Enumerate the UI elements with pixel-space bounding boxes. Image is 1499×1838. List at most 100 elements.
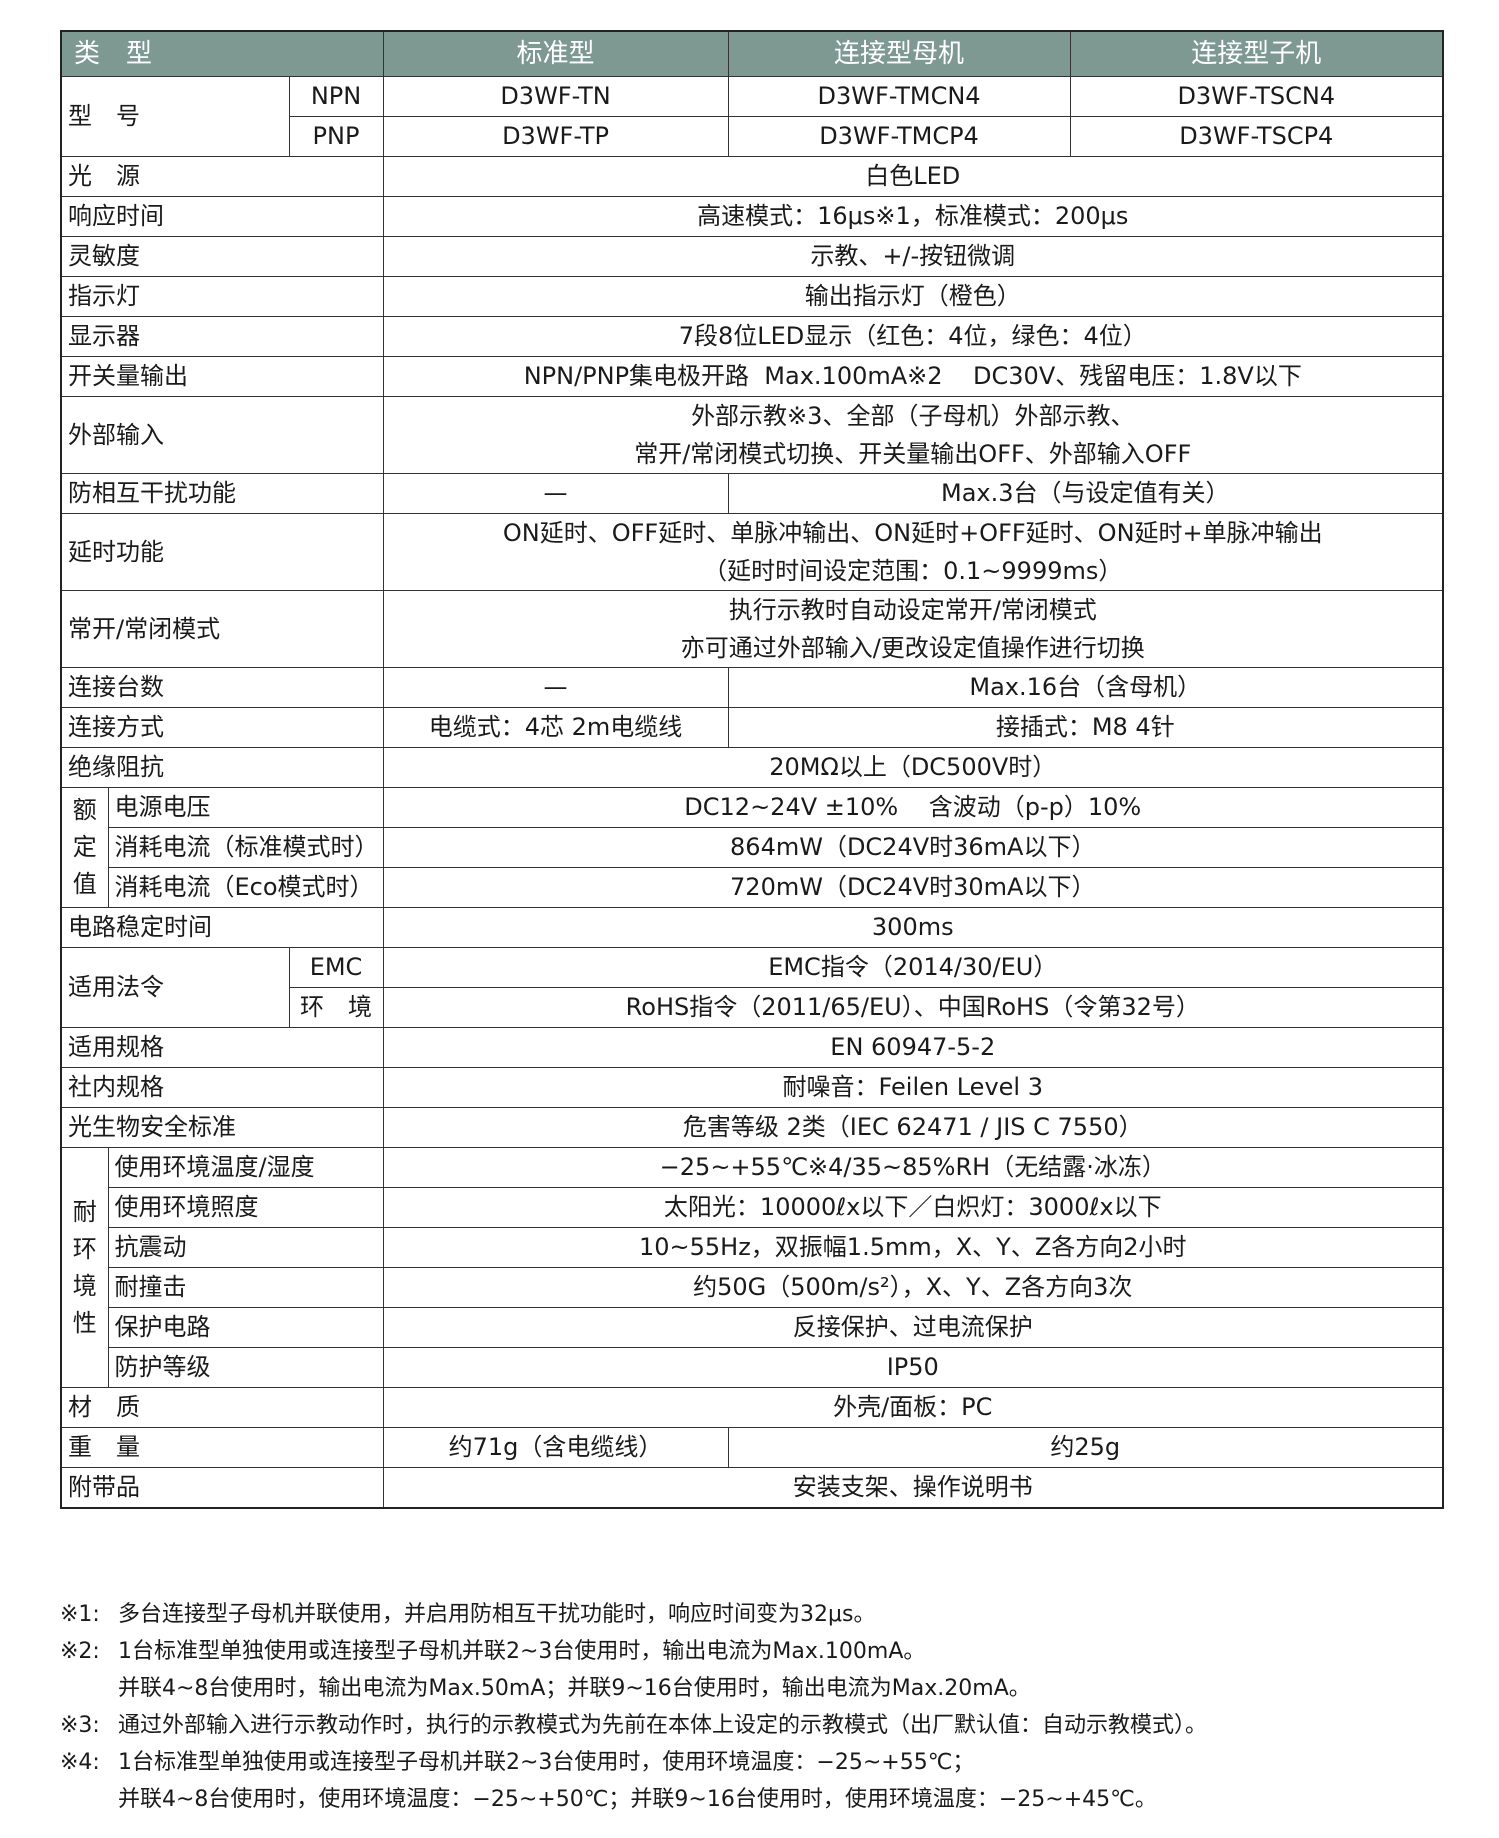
table-row: 消耗电流（Eco模式时） 720mW（DC24V时30mA以下）	[61, 867, 1444, 908]
footnote: ※4: 1台标准型单独使用或连接型子母机并联2~3台使用时，使用环境温度：−25…	[60, 1744, 1460, 1818]
value-line-2: 常开/常闭模式切换、开关量输出OFF、外部输入OFF	[634, 440, 1192, 468]
table-row: 额定值 电源电压 DC12~24V ±10% 含波动（p-p）10%	[60, 787, 1444, 908]
table-row: 外部输入 外部示教※3、全部（子母机）外部示教、 常开/常闭模式切换、开关量输出…	[60, 396, 1444, 474]
header-type: 类 型	[60, 30, 384, 77]
header-slave: 连接型子机	[1069, 30, 1444, 77]
row-label: 指示灯	[60, 276, 384, 317]
row-label: 电源电压	[107, 787, 384, 828]
row-value: 外壳/面板：PC	[382, 1387, 1444, 1428]
row-value-standard: —	[382, 667, 729, 708]
table-row: 连接台数 — Max.16台（含母机）	[60, 667, 1444, 708]
row-value-linked: 约25g	[727, 1427, 1444, 1468]
row-value-standard: 电缆式：4芯 2m电缆线	[382, 707, 729, 748]
row-value: NPN/PNP集电极开路 Max.100mA※2 DC30V、残留电压：1.8V…	[382, 356, 1444, 397]
table-row: 防护等级 IP50	[61, 1347, 1444, 1388]
table-row: 绝缘阻抗 20MΩ以上（DC500V时）	[60, 747, 1444, 788]
regulations-label: 适用法令	[60, 947, 290, 1028]
value-line-1: 外部示教※3、全部（子母机）外部示教、	[691, 402, 1135, 430]
table-row: 重 量 约71g（含电缆线） 约25g	[60, 1427, 1444, 1468]
table-row: 光 源 白色LED	[60, 156, 1444, 197]
pnp-master: D3WF-TMCP4	[727, 116, 1071, 157]
row-value: 864mW（DC24V时36mA以下）	[382, 827, 1444, 868]
table-row: 环 境 RoHS指令（2011/65/EU）、中国RoHS（令第32号）	[61, 987, 1444, 1028]
env-group-label: 耐环境性	[60, 1147, 109, 1388]
row-label: 材 质	[60, 1387, 384, 1428]
footnote-text: 并联4~8台使用时，输出电流为Max.50mA；并联9~16台使用时，输出电流为…	[118, 1676, 1031, 1701]
table-row: 灵敏度 示教、+/-按钮微调	[60, 236, 1444, 277]
pnp-slave: D3WF-TSCP4	[1069, 116, 1444, 157]
row-label: 适用规格	[60, 1027, 384, 1068]
row-value-standard: 约71g（含电缆线）	[382, 1427, 729, 1468]
table-row: 防相互干扰功能 — Max.3台（与设定值有关）	[60, 473, 1444, 514]
row-label: 外部输入	[60, 396, 384, 474]
value-line-2: （延时时间设定范围：0.1~9999ms）	[703, 557, 1123, 585]
spec-table: 类 型 标准型 连接型母机 连接型子机 型 号 NPN D3WF-TN D3WF…	[60, 30, 1445, 1509]
table-row: 光生物安全标准 危害等级 2类（IEC 62471 / JIS C 7550）	[60, 1107, 1444, 1148]
table-row: 适用规格 EN 60947-5-2	[60, 1027, 1444, 1068]
footnote-text: 并联4~8台使用时，使用环境温度：−25~+50℃；并联9~16台使用时，使用环…	[118, 1787, 1157, 1812]
table-row: 指示灯 输出指示灯（橙色）	[60, 276, 1444, 317]
row-value: 执行示教时自动设定常开/常闭模式 亦可通过外部输入/更改设定值操作进行切换	[382, 590, 1444, 668]
row-label: 使用环境温度/湿度	[107, 1147, 384, 1188]
row-value: EN 60947-5-2	[382, 1027, 1444, 1068]
row-value: 7段8位LED显示（红色：4位，绿色：4位）	[382, 316, 1444, 357]
footnote-text: 通过外部输入进行示教动作时，执行的示教模式为先前在本体上设定的示教模式（出厂默认…	[118, 1713, 1208, 1738]
row-label: 防相互干扰功能	[60, 473, 384, 514]
table-row: 抗震动 10~55Hz，双振幅1.5mm，X、Y、Z各方向2小时	[61, 1227, 1444, 1268]
table-row: 适用法令 EMC EMC指令（2014/30/EU）	[60, 947, 1444, 1028]
pnp-std: D3WF-TP	[382, 116, 729, 157]
table-row: 型 号 NPN D3WF-TN D3WF-TMCN4 D3WF-TSCN4	[60, 76, 1444, 157]
footnote: ※1: 多台连接型子母机并联使用，并启用防相互干扰功能时，响应时间变为32μs。	[60, 1596, 1460, 1633]
row-label: 连接方式	[60, 707, 384, 748]
row-label: 连接台数	[60, 667, 384, 708]
row-label: 开关量输出	[60, 356, 384, 397]
row-value: DC12~24V ±10% 含波动（p-p）10%	[382, 787, 1444, 828]
table-row: 耐撞击 约50G（500m/s²），X、Y、Z各方向3次	[61, 1267, 1444, 1308]
row-label: 延时功能	[60, 513, 384, 591]
row-value-linked: Max.3台（与设定值有关）	[727, 473, 1444, 514]
table-row: 响应时间 高速模式：16μs※1，标准模式：200μs	[60, 196, 1444, 237]
model-label: 型 号	[60, 76, 290, 157]
row-label: 光 源	[60, 156, 384, 197]
npn-std: D3WF-TN	[382, 76, 729, 117]
row-label: 耐撞击	[107, 1267, 384, 1308]
footnote: ※2: 1台标准型单独使用或连接型子母机并联2~3台使用时，输出电流为Max.1…	[60, 1633, 1460, 1707]
npn-master: D3WF-TMCN4	[727, 76, 1071, 117]
row-value: 约50G（500m/s²），X、Y、Z各方向3次	[382, 1267, 1444, 1308]
row-label: 重 量	[60, 1427, 384, 1468]
footnote: ※3: 通过外部输入进行示教动作时，执行的示教模式为先前在本体上设定的示教模式（…	[60, 1707, 1460, 1744]
header-master: 连接型母机	[727, 30, 1071, 77]
table-row: 社内规格 耐噪音：Feilen Level 3	[60, 1067, 1444, 1108]
npn-slave: D3WF-TSCN4	[1069, 76, 1444, 117]
table-row: 消耗电流（标准模式时） 864mW（DC24V时36mA以下）	[61, 827, 1444, 868]
footnote-mark: ※1:	[60, 1602, 100, 1627]
row-label: 附带品	[60, 1467, 384, 1509]
row-value: 20MΩ以上（DC500V时）	[382, 747, 1444, 788]
row-value: 安装支架、操作说明书	[382, 1467, 1444, 1509]
row-label: 社内规格	[60, 1067, 384, 1108]
table-row: 显示器 7段8位LED显示（红色：4位，绿色：4位）	[60, 316, 1444, 357]
row-label: 消耗电流（标准模式时）	[107, 827, 384, 868]
row-label: 电路稳定时间	[60, 907, 384, 948]
row-value: EMC指令（2014/30/EU）	[382, 947, 1444, 988]
table-row: 延时功能 ON延时、OFF延时、单脉冲输出、ON延时+OFF延时、ON延时+单脉…	[60, 513, 1444, 591]
row-value: 耐噪音：Feilen Level 3	[382, 1067, 1444, 1108]
row-value: 高速模式：16μs※1，标准模式：200μs	[382, 196, 1444, 237]
npn-label: NPN	[288, 76, 384, 117]
row-value: RoHS指令（2011/65/EU）、中国RoHS（令第32号）	[382, 987, 1444, 1028]
rated-group-label: 额定值	[60, 787, 109, 908]
footnotes: ※1: 多台连接型子母机并联使用，并启用防相互干扰功能时，响应时间变为32μs。…	[60, 1596, 1460, 1818]
row-value: 反接保护、过电流保护	[382, 1307, 1444, 1348]
row-value-standard: —	[382, 473, 729, 514]
row-value: 300ms	[382, 907, 1444, 948]
row-label: 显示器	[60, 316, 384, 357]
table-row: 电路稳定时间 300ms	[60, 907, 1444, 948]
row-label: 光生物安全标准	[60, 1107, 384, 1148]
table-row: 使用环境照度 太阳光：10000ℓx以下／白炽灯：3000ℓx以下	[61, 1187, 1444, 1228]
footnote-mark: ※4:	[60, 1750, 100, 1775]
row-value: 输出指示灯（橙色）	[382, 276, 1444, 317]
row-label: 保护电路	[107, 1307, 384, 1348]
footnote-mark: ※2:	[60, 1639, 100, 1664]
row-value: 720mW（DC24V时30mA以下）	[382, 867, 1444, 908]
footnote-text: 1台标准型单独使用或连接型子母机并联2~3台使用时，使用环境温度：−25~+55…	[118, 1750, 975, 1775]
